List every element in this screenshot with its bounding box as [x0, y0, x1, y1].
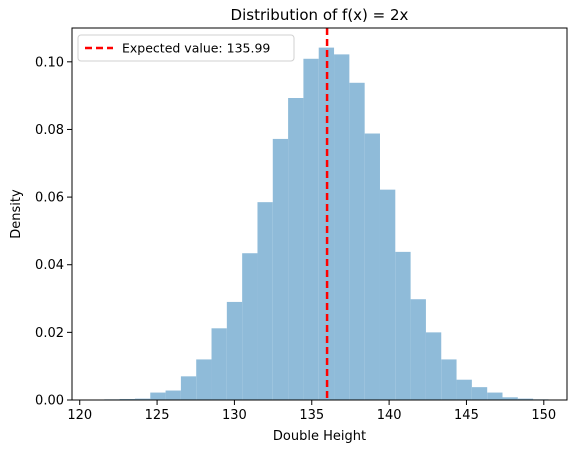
- histogram-bar: [242, 253, 258, 400]
- histogram-bar: [272, 138, 289, 400]
- histogram-bar: [349, 82, 365, 400]
- histogram-bar: [165, 390, 181, 400]
- histogram-bar: [303, 58, 319, 401]
- y-tick-label: 0.06: [35, 191, 64, 206]
- x-tick-label: 120: [67, 408, 92, 423]
- y-tick-label: 0.04: [35, 258, 64, 273]
- x-tick-label: 135: [299, 408, 324, 423]
- histogram-bar: [471, 387, 488, 400]
- x-tick-label: 125: [145, 408, 170, 423]
- x-tick-label: 145: [454, 408, 479, 423]
- histogram-bar: [425, 332, 442, 400]
- histogram-bar: [334, 54, 350, 401]
- histogram-bar: [379, 189, 396, 400]
- histogram-bar: [364, 133, 380, 400]
- y-tick-label: 0.08: [35, 123, 64, 138]
- histogram-bar: [487, 392, 503, 400]
- histogram-bar: [180, 376, 197, 400]
- y-tick-label: 0.00: [35, 394, 64, 409]
- x-tick-label: 140: [377, 408, 402, 423]
- x-tick-label: 130: [222, 408, 247, 423]
- histogram-bar: [318, 47, 335, 401]
- histogram-bar: [211, 328, 227, 400]
- chart-title: Distribution of f(x) = 2x: [231, 6, 409, 24]
- histogram-bar: [119, 398, 135, 400]
- bars-layer: [89, 47, 549, 401]
- histogram-bar: [456, 379, 472, 400]
- legend-label: Expected value: 135.99: [122, 41, 270, 56]
- x-tick-label: 150: [531, 408, 556, 423]
- histogram-bar: [134, 398, 151, 400]
- y-tick-label: 0.02: [35, 326, 64, 341]
- histogram-bar: [395, 251, 411, 400]
- axes-frame: [71, 27, 568, 401]
- legend-box: [77, 34, 295, 62]
- y-tick-label: 0.10: [35, 55, 64, 70]
- histogram-bar: [257, 202, 273, 400]
- x-ticks: 120 125 130 135 140 145 150: [67, 400, 556, 423]
- histogram-bar: [410, 299, 426, 400]
- x-axis-label: Double Height: [273, 429, 366, 444]
- histogram-bar: [517, 398, 534, 400]
- histogram-bar: [196, 359, 212, 400]
- histogram-bar: [150, 392, 166, 400]
- legend: Expected value: 135.99: [77, 34, 295, 62]
- histogram-bar: [288, 98, 304, 401]
- histogram-bar: [502, 397, 518, 400]
- y-axis-label: Density: [9, 189, 24, 239]
- histogram-bar: [441, 359, 457, 400]
- histogram-bar: [226, 301, 243, 400]
- y-ticks: 0.00 0.02 0.04 0.06 0.08 0.10: [35, 55, 72, 409]
